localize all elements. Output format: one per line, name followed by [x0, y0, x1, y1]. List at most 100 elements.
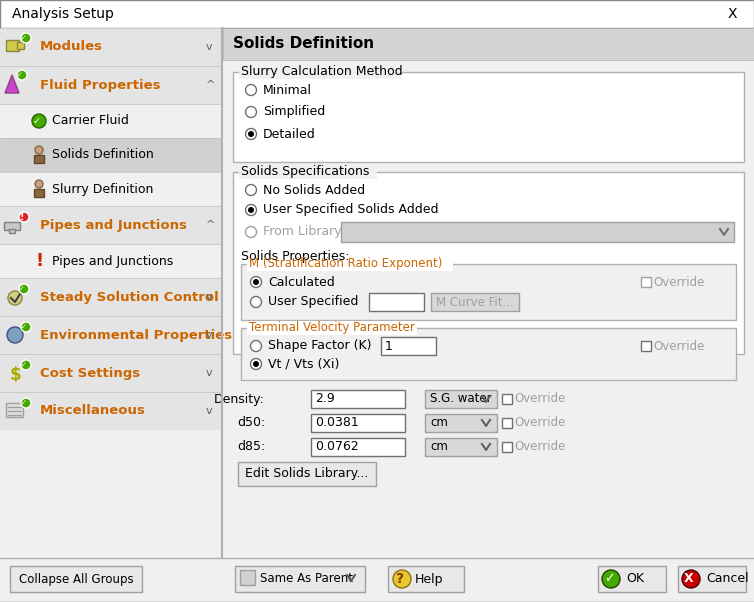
Circle shape — [393, 570, 411, 588]
Text: OK: OK — [626, 573, 644, 586]
Text: Minimal: Minimal — [263, 84, 312, 96]
Text: Collapse All Groups: Collapse All Groups — [19, 573, 133, 586]
Text: ✓: ✓ — [604, 573, 615, 586]
Text: 0.0762: 0.0762 — [315, 441, 359, 453]
Bar — [0, 66, 222, 104]
Text: Override: Override — [653, 276, 704, 288]
Circle shape — [19, 212, 29, 222]
Bar — [678, 566, 746, 592]
Bar — [241, 264, 736, 320]
Text: Analysis Setup: Analysis Setup — [12, 7, 114, 21]
Text: Detailed: Detailed — [263, 128, 316, 140]
Bar — [241, 328, 736, 380]
Bar — [0, 278, 222, 316]
Text: Solids Properties:: Solids Properties: — [241, 250, 350, 263]
Text: cm: cm — [430, 417, 448, 429]
Bar — [34, 189, 44, 197]
Bar — [0, 206, 222, 244]
Circle shape — [253, 361, 259, 367]
Text: Steady Solution Control: Steady Solution Control — [40, 291, 219, 303]
Text: Edit Solids Library...: Edit Solids Library... — [245, 468, 369, 480]
Bar — [598, 566, 666, 592]
Circle shape — [246, 226, 256, 238]
Circle shape — [32, 114, 46, 128]
Text: v: v — [206, 368, 213, 378]
Text: Environmental Properties: Environmental Properties — [40, 329, 232, 341]
Text: Calculated: Calculated — [268, 276, 335, 288]
Bar — [223, 28, 754, 60]
Bar — [9, 229, 15, 233]
Text: ✓: ✓ — [21, 324, 27, 330]
Bar — [0, 104, 222, 138]
Bar — [502, 394, 512, 404]
Circle shape — [253, 279, 259, 285]
Bar — [233, 172, 744, 354]
Bar — [0, 354, 222, 392]
Bar — [425, 390, 497, 408]
Text: Solids Definition: Solids Definition — [52, 149, 154, 161]
Text: Cancel: Cancel — [706, 573, 749, 586]
Circle shape — [246, 205, 256, 216]
Bar — [247, 321, 417, 335]
Text: Pipes and Junctions: Pipes and Junctions — [52, 255, 173, 267]
Circle shape — [250, 276, 262, 288]
Text: ✓: ✓ — [17, 72, 23, 78]
Polygon shape — [5, 75, 19, 93]
Text: Pipes and Junctions: Pipes and Junctions — [40, 219, 187, 232]
Bar — [34, 155, 44, 163]
Bar — [0, 172, 222, 206]
Text: Override: Override — [514, 393, 566, 406]
Text: d85:: d85: — [237, 441, 265, 453]
Text: S.G. water: S.G. water — [430, 393, 492, 406]
Text: Terminal Velocity Parameter: Terminal Velocity Parameter — [249, 321, 415, 334]
Text: Slurry Calculation Method: Slurry Calculation Method — [241, 65, 403, 78]
Text: Same As Parent: Same As Parent — [260, 573, 353, 586]
Circle shape — [17, 70, 27, 80]
Text: d50:: d50: — [237, 417, 265, 429]
Text: 0.0381: 0.0381 — [315, 417, 359, 429]
Circle shape — [21, 360, 31, 370]
Bar — [431, 293, 519, 311]
Circle shape — [35, 146, 43, 154]
Bar — [0, 244, 222, 278]
Text: Shape Factor (K): Shape Factor (K) — [268, 340, 372, 353]
Circle shape — [19, 284, 29, 294]
Text: v: v — [206, 330, 213, 340]
Bar — [388, 566, 464, 592]
Text: cm: cm — [430, 441, 448, 453]
Bar — [239, 165, 377, 179]
Text: Override: Override — [514, 417, 566, 429]
Bar — [6, 403, 23, 417]
Circle shape — [246, 84, 256, 96]
Circle shape — [21, 398, 31, 408]
Circle shape — [21, 322, 31, 332]
Text: Vt / Vts (Xi): Vt / Vts (Xi) — [268, 358, 339, 370]
Bar — [311, 390, 405, 408]
Circle shape — [8, 291, 22, 305]
Text: Slurry Definition: Slurry Definition — [52, 182, 153, 196]
Bar — [10, 566, 142, 592]
Text: v: v — [206, 42, 213, 52]
Text: ✓: ✓ — [21, 400, 27, 406]
Bar — [425, 414, 497, 432]
Bar — [6, 40, 19, 51]
Bar — [425, 438, 497, 456]
Bar — [502, 442, 512, 452]
Circle shape — [21, 33, 31, 43]
Circle shape — [246, 184, 256, 196]
Bar — [0, 558, 754, 602]
Bar — [0, 392, 222, 430]
Bar — [641, 277, 651, 287]
Bar — [311, 438, 405, 456]
Bar — [17, 42, 24, 49]
Bar — [247, 257, 453, 271]
Text: Modules: Modules — [40, 40, 103, 54]
Text: Miscellaneous: Miscellaneous — [40, 405, 146, 418]
Circle shape — [250, 297, 262, 308]
Bar — [233, 72, 744, 162]
Text: Fluid Properties: Fluid Properties — [40, 78, 161, 92]
Bar — [238, 462, 376, 486]
Text: $: $ — [10, 366, 22, 384]
Text: Help: Help — [415, 573, 443, 586]
Bar — [0, 316, 222, 354]
